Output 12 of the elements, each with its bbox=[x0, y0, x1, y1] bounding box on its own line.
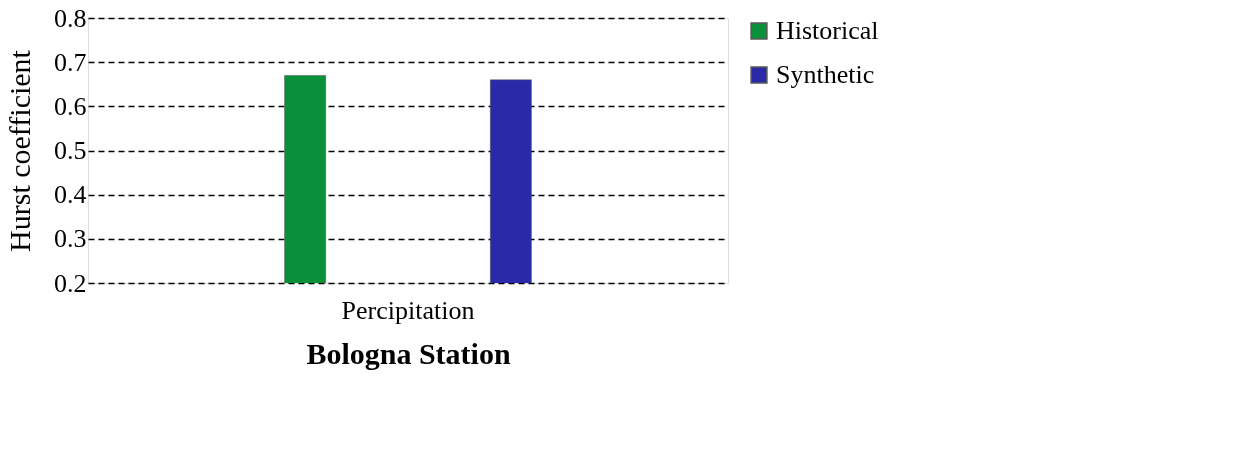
legend-label: Historical bbox=[776, 16, 879, 45]
x-tick-label: Percipitation bbox=[341, 295, 475, 325]
y-tick-label: 0.4 bbox=[54, 180, 87, 210]
y-tick-label: 0.5 bbox=[54, 136, 87, 165]
y-axis-title: Hurst coefficient bbox=[3, 49, 36, 252]
y-tick-label: 0.3 bbox=[54, 224, 87, 254]
y-tick-label: 0.8 bbox=[54, 3, 87, 33]
y-tick-label: 0.6 bbox=[54, 91, 87, 121]
y-tick-label: 0.2 bbox=[54, 268, 87, 298]
legend-label: Synthetic bbox=[776, 60, 875, 89]
y-tick-label: 0.7 bbox=[54, 47, 87, 77]
x-axis-title: Bologna Station bbox=[306, 336, 511, 370]
